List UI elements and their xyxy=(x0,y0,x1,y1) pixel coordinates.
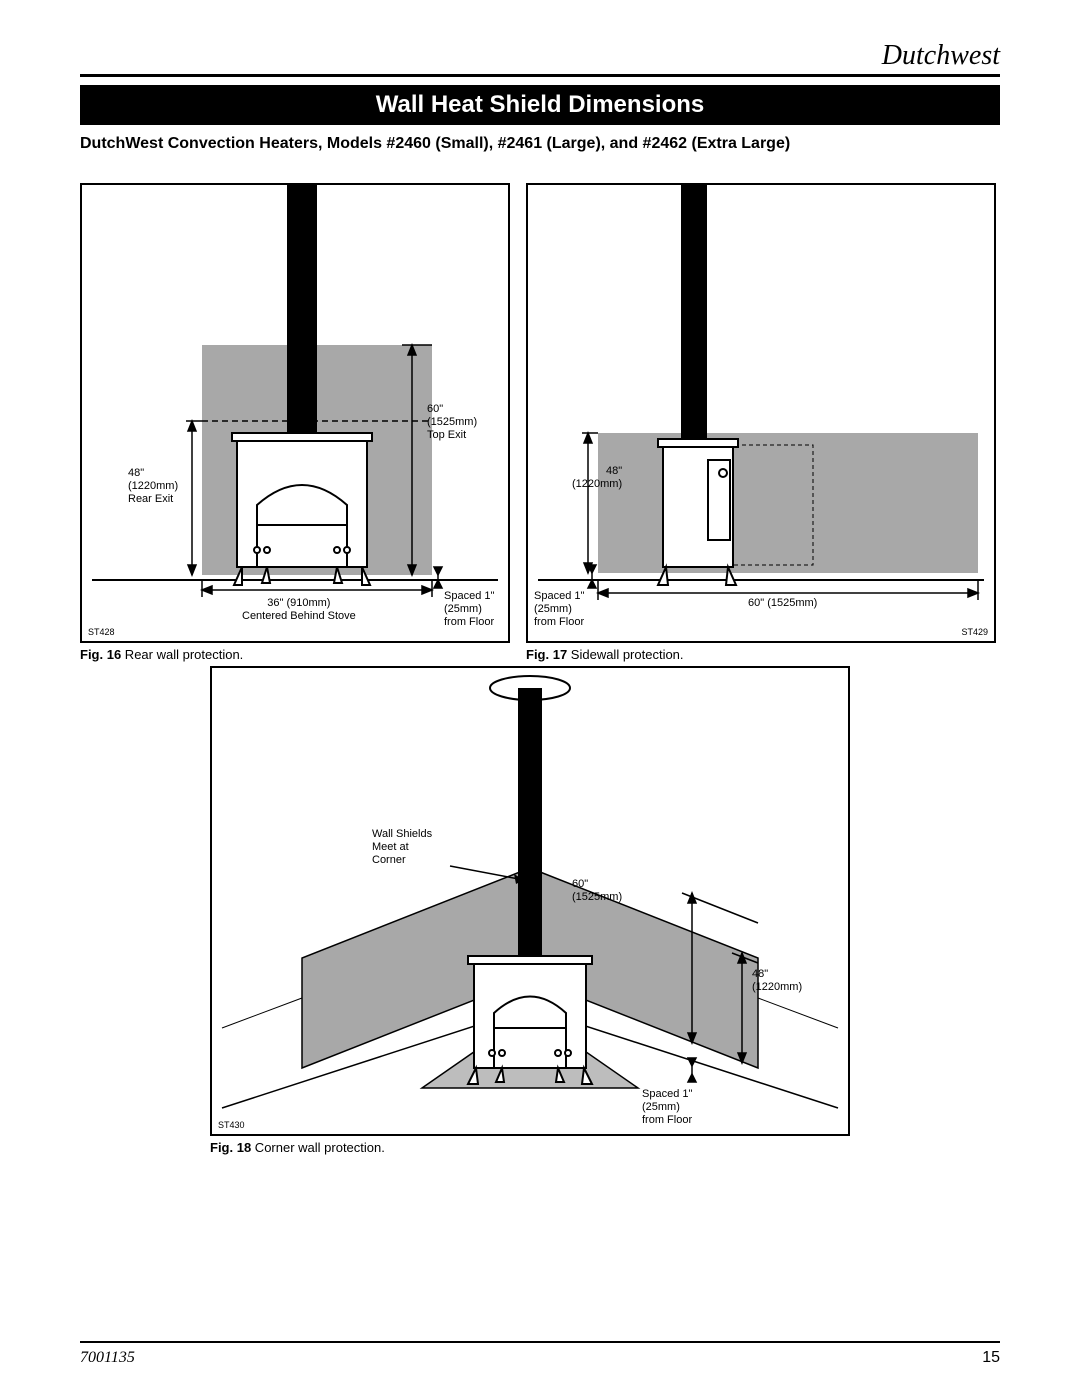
figure-17-caption-text: Sidewall protection. xyxy=(567,647,683,662)
header-rule: Dutchwest xyxy=(80,40,1000,77)
doc-id: 7001135 xyxy=(80,1349,135,1367)
figure-16-caption: Fig. 16 Rear wall protection. xyxy=(80,647,510,662)
models-subheading: DutchWest Convection Heaters, Models #24… xyxy=(80,135,1000,153)
figure-16-box: 48" (1220mm) Rear Exit 60" (1525mm) Top … xyxy=(80,183,510,643)
figure-18-caption-num: Fig. 18 xyxy=(210,1140,251,1155)
fig17-label-spaced: Spaced 1" (25mm) from Floor xyxy=(534,590,584,630)
figures-row-top: 48" (1220mm) Rear Exit 60" (1525mm) Top … xyxy=(80,183,1000,662)
section-title: Wall Heat Shield Dimensions xyxy=(80,85,1000,125)
fig16-code: ST428 xyxy=(88,627,115,637)
figure-16-container: 48" (1220mm) Rear Exit 60" (1525mm) Top … xyxy=(80,183,510,662)
fig18-label-meet: Wall Shields Meet at Corner xyxy=(372,828,432,868)
fig18-label-60: 60" (1525mm) xyxy=(572,878,622,904)
fig18-code: ST430 xyxy=(218,1120,245,1130)
fig17-label-60: 60" (1525mm) xyxy=(748,597,817,610)
fig17-code: ST429 xyxy=(961,627,988,637)
page-number: 15 xyxy=(982,1349,1000,1367)
figure-18-caption-text: Corner wall protection. xyxy=(251,1140,385,1155)
figure-17-caption-num: Fig. 17 xyxy=(526,647,567,662)
figure-17-svg xyxy=(528,185,994,641)
figure-16-caption-num: Fig. 16 xyxy=(80,647,121,662)
figure-17-container: 48" (1220mm) 60" (1525mm) Spaced 1" (25m… xyxy=(526,183,996,662)
figure-18-caption: Fig. 18 Corner wall protection. xyxy=(210,1140,1000,1155)
fig16-label-48: 48" (1220mm) Rear Exit xyxy=(128,467,178,507)
figure-16-caption-text: Rear wall protection. xyxy=(121,647,243,662)
fig17-label-48: 48" (1220mm) xyxy=(572,465,622,491)
figure-17-caption: Fig. 17 Sidewall protection. xyxy=(526,647,996,662)
fig16-label-spaced: Spaced 1" (25mm) from Floor xyxy=(444,590,494,630)
fig16-label-36: 36" (910mm) Centered Behind Stove xyxy=(242,597,356,623)
fig16-label-60: 60" (1525mm) Top Exit xyxy=(427,403,477,443)
figure-18-container: Wall Shields Meet at Corner 60" (1525mm)… xyxy=(80,666,1000,1155)
fig18-label-spaced: Spaced 1" (25mm) from Floor xyxy=(642,1088,692,1128)
fig18-label-48: 48" (1220mm) xyxy=(752,968,802,994)
figure-18-svg xyxy=(212,668,848,1134)
page-footer: 7001135 15 xyxy=(80,1341,1000,1367)
figure-17-box: 48" (1220mm) 60" (1525mm) Spaced 1" (25m… xyxy=(526,183,996,643)
brand-name: Dutchwest xyxy=(882,40,1000,72)
figure-18-box: Wall Shields Meet at Corner 60" (1525mm)… xyxy=(210,666,850,1136)
